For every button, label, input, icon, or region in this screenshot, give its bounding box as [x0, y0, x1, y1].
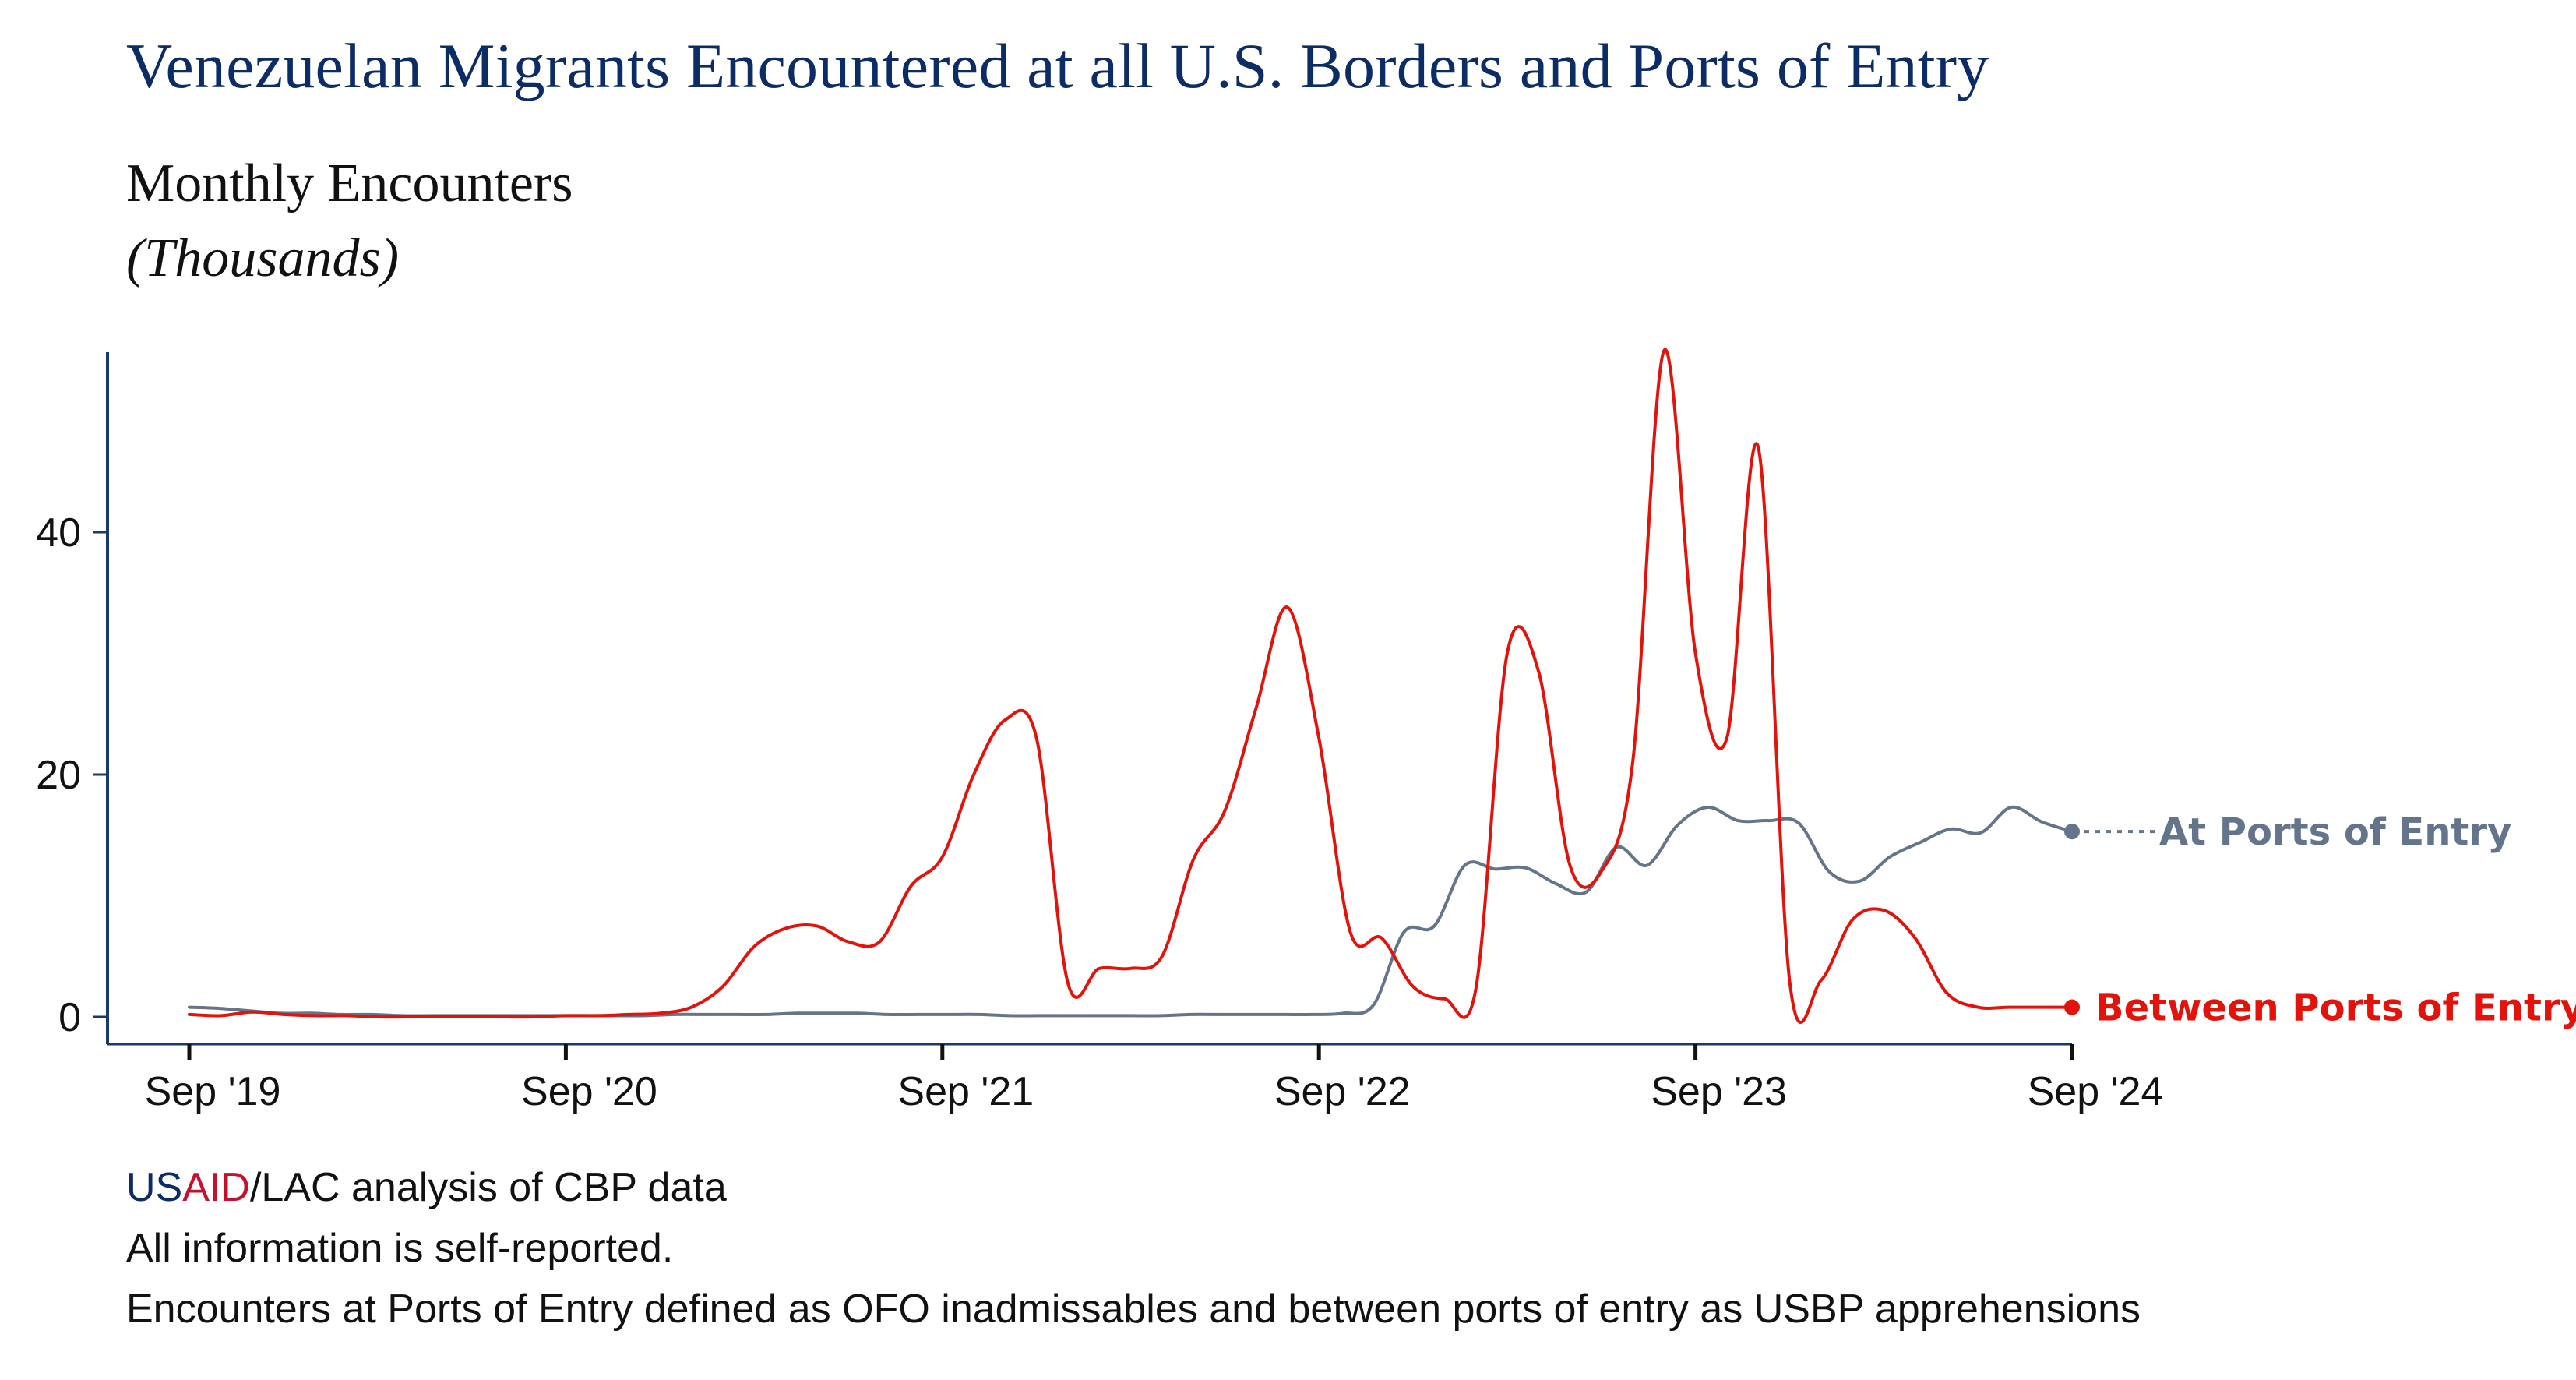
x-tick-label: Sep '24 — [2028, 1069, 2164, 1114]
source-us: US — [126, 1165, 183, 1210]
x-tick-label: Sep '22 — [1274, 1069, 1411, 1114]
series-line-between — [188, 348, 2074, 1024]
axes: 0 20 40 Sep '19 Sep '20 Sep '21 Sep '22 Sep '23… — [36, 352, 2163, 1114]
series-label-ports: At Ports of Entry — [2159, 810, 2511, 854]
series-endpoint-between — [2064, 999, 2080, 1015]
source-rest: /LAC analysis of CBP data — [249, 1165, 727, 1210]
footnote-definitions: Encounters at Ports of Entry defined as … — [126, 1286, 2141, 1332]
chart-subtitle: Monthly Encounters — [126, 154, 573, 214]
y-tick-label: 40 — [36, 510, 81, 556]
x-tick-label: Sep '23 — [1651, 1069, 1787, 1114]
y-tick-label: 20 — [36, 753, 81, 798]
line-chart: 0 20 40 Sep '19 Sep '20 Sep '21 Sep '22 Sep '23… — [36, 348, 2576, 1114]
x-tick-label: Sep '19 — [145, 1069, 281, 1114]
source-note: USAID/LAC analysis of CBP data — [126, 1164, 727, 1211]
x-tick-label: Sep '20 — [521, 1069, 657, 1114]
series-endpoint-ports — [2064, 824, 2080, 840]
series-labels: At Ports of Entry Between Ports of Entry — [2084, 810, 2576, 1030]
footnote-self-reported: All information is self-reported. — [126, 1226, 674, 1271]
x-tick-label: Sep '21 — [897, 1069, 1034, 1114]
source-aid: AID — [182, 1165, 250, 1210]
series-group — [188, 348, 2080, 1024]
series-label-between: Between Ports of Entry — [2095, 986, 2576, 1030]
chart-title: Venezuelan Migrants Encountered at all U… — [126, 30, 1989, 101]
units-label: (Thousands) — [126, 228, 400, 288]
y-tick-label: 0 — [58, 995, 81, 1040]
